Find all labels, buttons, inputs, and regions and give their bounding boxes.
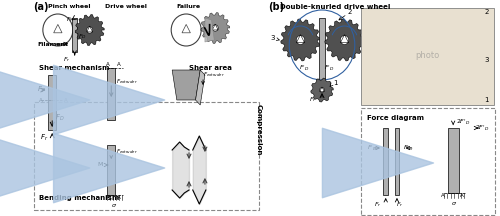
Polygon shape: [281, 19, 320, 61]
Text: $2F'_D$: $2F'_D$: [474, 123, 489, 133]
Text: $F_{extruder}$: $F_{extruder}$: [116, 78, 138, 86]
Text: Force diagram: Force diagram: [367, 115, 424, 121]
Text: 2: 2: [484, 9, 489, 15]
Bar: [384, 128, 388, 195]
Polygon shape: [172, 70, 200, 100]
Text: $F'_D$: $F'_D$: [300, 63, 310, 73]
Polygon shape: [325, 19, 364, 61]
Text: 1: 1: [334, 80, 338, 86]
Text: $F'_D$: $F'_D$: [367, 143, 378, 153]
Text: $2F'_D$: $2F'_D$: [456, 117, 470, 127]
Polygon shape: [196, 70, 205, 105]
Text: photo: photo: [416, 51, 440, 59]
Circle shape: [212, 25, 218, 31]
Text: $F'_D$: $F'_D$: [402, 143, 413, 153]
Text: $F_{extruder}$: $F_{extruder}$: [116, 148, 138, 156]
Text: Failure: Failure: [177, 4, 201, 9]
Text: 3: 3: [484, 57, 489, 63]
Text: Bending mechanism: Bending mechanism: [39, 195, 119, 201]
Text: Shear mechanism: Shear mechanism: [39, 65, 110, 71]
Polygon shape: [75, 14, 104, 46]
Text: $F_r$: $F_r$: [309, 95, 316, 105]
Text: Drive wheel: Drive wheel: [104, 4, 146, 9]
Text: $\sigma$: $\sigma$: [111, 202, 117, 209]
Text: $F_D$: $F_D$: [55, 113, 64, 123]
Bar: [108, 145, 115, 195]
Polygon shape: [200, 13, 230, 43]
Text: Double-knurled drive wheel: Double-knurled drive wheel: [280, 4, 390, 10]
Text: M: M: [98, 162, 103, 167]
Text: 3: 3: [270, 35, 275, 41]
Bar: [448, 128, 459, 193]
Text: A: A: [106, 62, 110, 67]
Circle shape: [320, 87, 324, 92]
Text: A: A: [39, 97, 43, 103]
Text: $F_D$: $F_D$: [78, 33, 86, 41]
Text: A: A: [460, 193, 464, 198]
Polygon shape: [311, 78, 334, 102]
Text: $F_P$: $F_P$: [66, 15, 74, 24]
Text: Compression: Compression: [256, 104, 262, 156]
Circle shape: [86, 27, 92, 33]
Text: Filament: Filament: [37, 41, 68, 46]
Text: A: A: [441, 193, 444, 198]
Text: 2: 2: [348, 9, 352, 15]
Circle shape: [340, 35, 348, 44]
Text: (a): (a): [34, 2, 49, 12]
Bar: [72, 18, 77, 52]
Text: $F'_D$: $F'_D$: [324, 63, 334, 73]
Text: $F_P$: $F_P$: [37, 85, 46, 95]
Text: $\sigma$: $\sigma$: [451, 200, 457, 207]
Bar: [48, 75, 56, 130]
Text: A: A: [106, 195, 110, 200]
Text: $F_r$: $F_r$: [374, 200, 382, 209]
Bar: [319, 18, 325, 80]
Text: $F_r$: $F_r$: [396, 200, 404, 209]
Text: $F_{extruder}$: $F_{extruder}$: [203, 71, 225, 79]
Text: Pinch wheel: Pinch wheel: [48, 4, 91, 9]
Text: $F_r$: $F_r$: [64, 55, 71, 64]
Text: 1: 1: [484, 97, 489, 103]
Bar: [394, 128, 400, 195]
Bar: [362, 8, 494, 105]
Text: (b): (b): [268, 2, 284, 12]
Circle shape: [296, 35, 304, 44]
Bar: [108, 68, 115, 120]
Text: A: A: [64, 97, 67, 103]
Polygon shape: [205, 18, 214, 42]
Text: $F_r$: $F_r$: [40, 133, 48, 143]
Text: A: A: [117, 62, 120, 67]
Text: A: A: [117, 195, 120, 200]
Text: Shear area: Shear area: [189, 65, 232, 71]
